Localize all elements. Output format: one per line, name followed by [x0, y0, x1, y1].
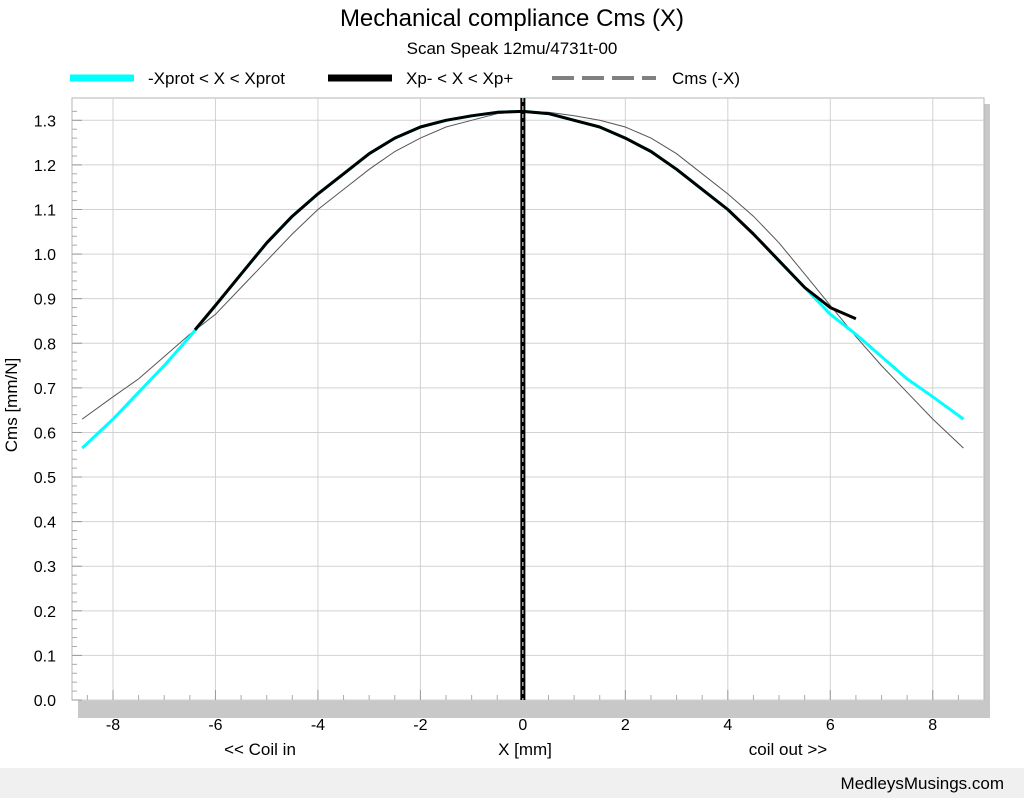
axis-ticks	[72, 110, 959, 701]
y-tick-labels: 0.0 0.1 0.2 0.3 0.4 0.5 0.6 0.7 0.8 0.9 1.0 1.1 1.2 1…	[34, 113, 56, 710]
y-tick-label: 0.7	[34, 381, 56, 398]
x-axis-label: X [mm]	[498, 740, 552, 759]
x-tick-label: -8	[106, 717, 120, 734]
y-tick-label: 1.2	[34, 158, 56, 175]
footer-site-label: MedleysMusings.com	[840, 774, 1004, 793]
x-tick-label: -6	[208, 717, 222, 734]
y-tick-label: 1.1	[34, 202, 56, 219]
x-tick-label: 2	[621, 717, 630, 734]
y-tick-label: 0.3	[34, 559, 56, 576]
x-tick-label: 8	[928, 717, 937, 734]
x-axis-label-left: << Coil in	[224, 740, 296, 759]
y-tick-label: 0.8	[34, 336, 56, 353]
x-tick-label: -2	[413, 717, 427, 734]
legend-label-xprot: -Xprot < X < Xprot	[148, 69, 285, 88]
y-tick-label: 1.3	[34, 113, 56, 130]
y-tick-label: 1.0	[34, 247, 56, 264]
plot-area	[71, 97, 985, 701]
chart-title: Mechanical compliance Cms (X)	[340, 5, 684, 32]
y-tick-label: 0.2	[34, 604, 56, 621]
x-tick-label: 0	[518, 717, 527, 734]
footer-bar	[0, 768, 1024, 798]
x-axis-label-right: coil out >>	[749, 740, 828, 759]
legend-label-xp: Xp- < X < Xp+	[406, 69, 513, 88]
y-tick-label: 0.4	[34, 515, 56, 532]
legend: -Xprot < X < Xprot Xp- < X < Xp+ Cms (-X…	[70, 69, 740, 88]
x-tick-labels: -8 -6 -4 -2 0 2 4 6 8	[106, 717, 937, 734]
y-tick-label: 0.0	[34, 693, 56, 710]
y-tick-label: 0.9	[34, 292, 56, 309]
x-tick-label: 6	[826, 717, 835, 734]
y-tick-label: 0.6	[34, 425, 56, 442]
legend-label-mirror: Cms (-X)	[672, 69, 740, 88]
compliance-chart: Mechanical compliance Cms (X) Scan Speak…	[2, 5, 990, 759]
y-tick-label: 0.5	[34, 470, 56, 487]
chart-subtitle: Scan Speak 12mu/4731t-00	[407, 39, 618, 58]
x-tick-label: 4	[723, 717, 732, 734]
x-tick-label: -4	[311, 717, 325, 734]
y-axis-label: Cms [mm/N]	[2, 358, 21, 452]
y-tick-label: 0.1	[34, 648, 56, 665]
grid	[72, 98, 984, 701]
